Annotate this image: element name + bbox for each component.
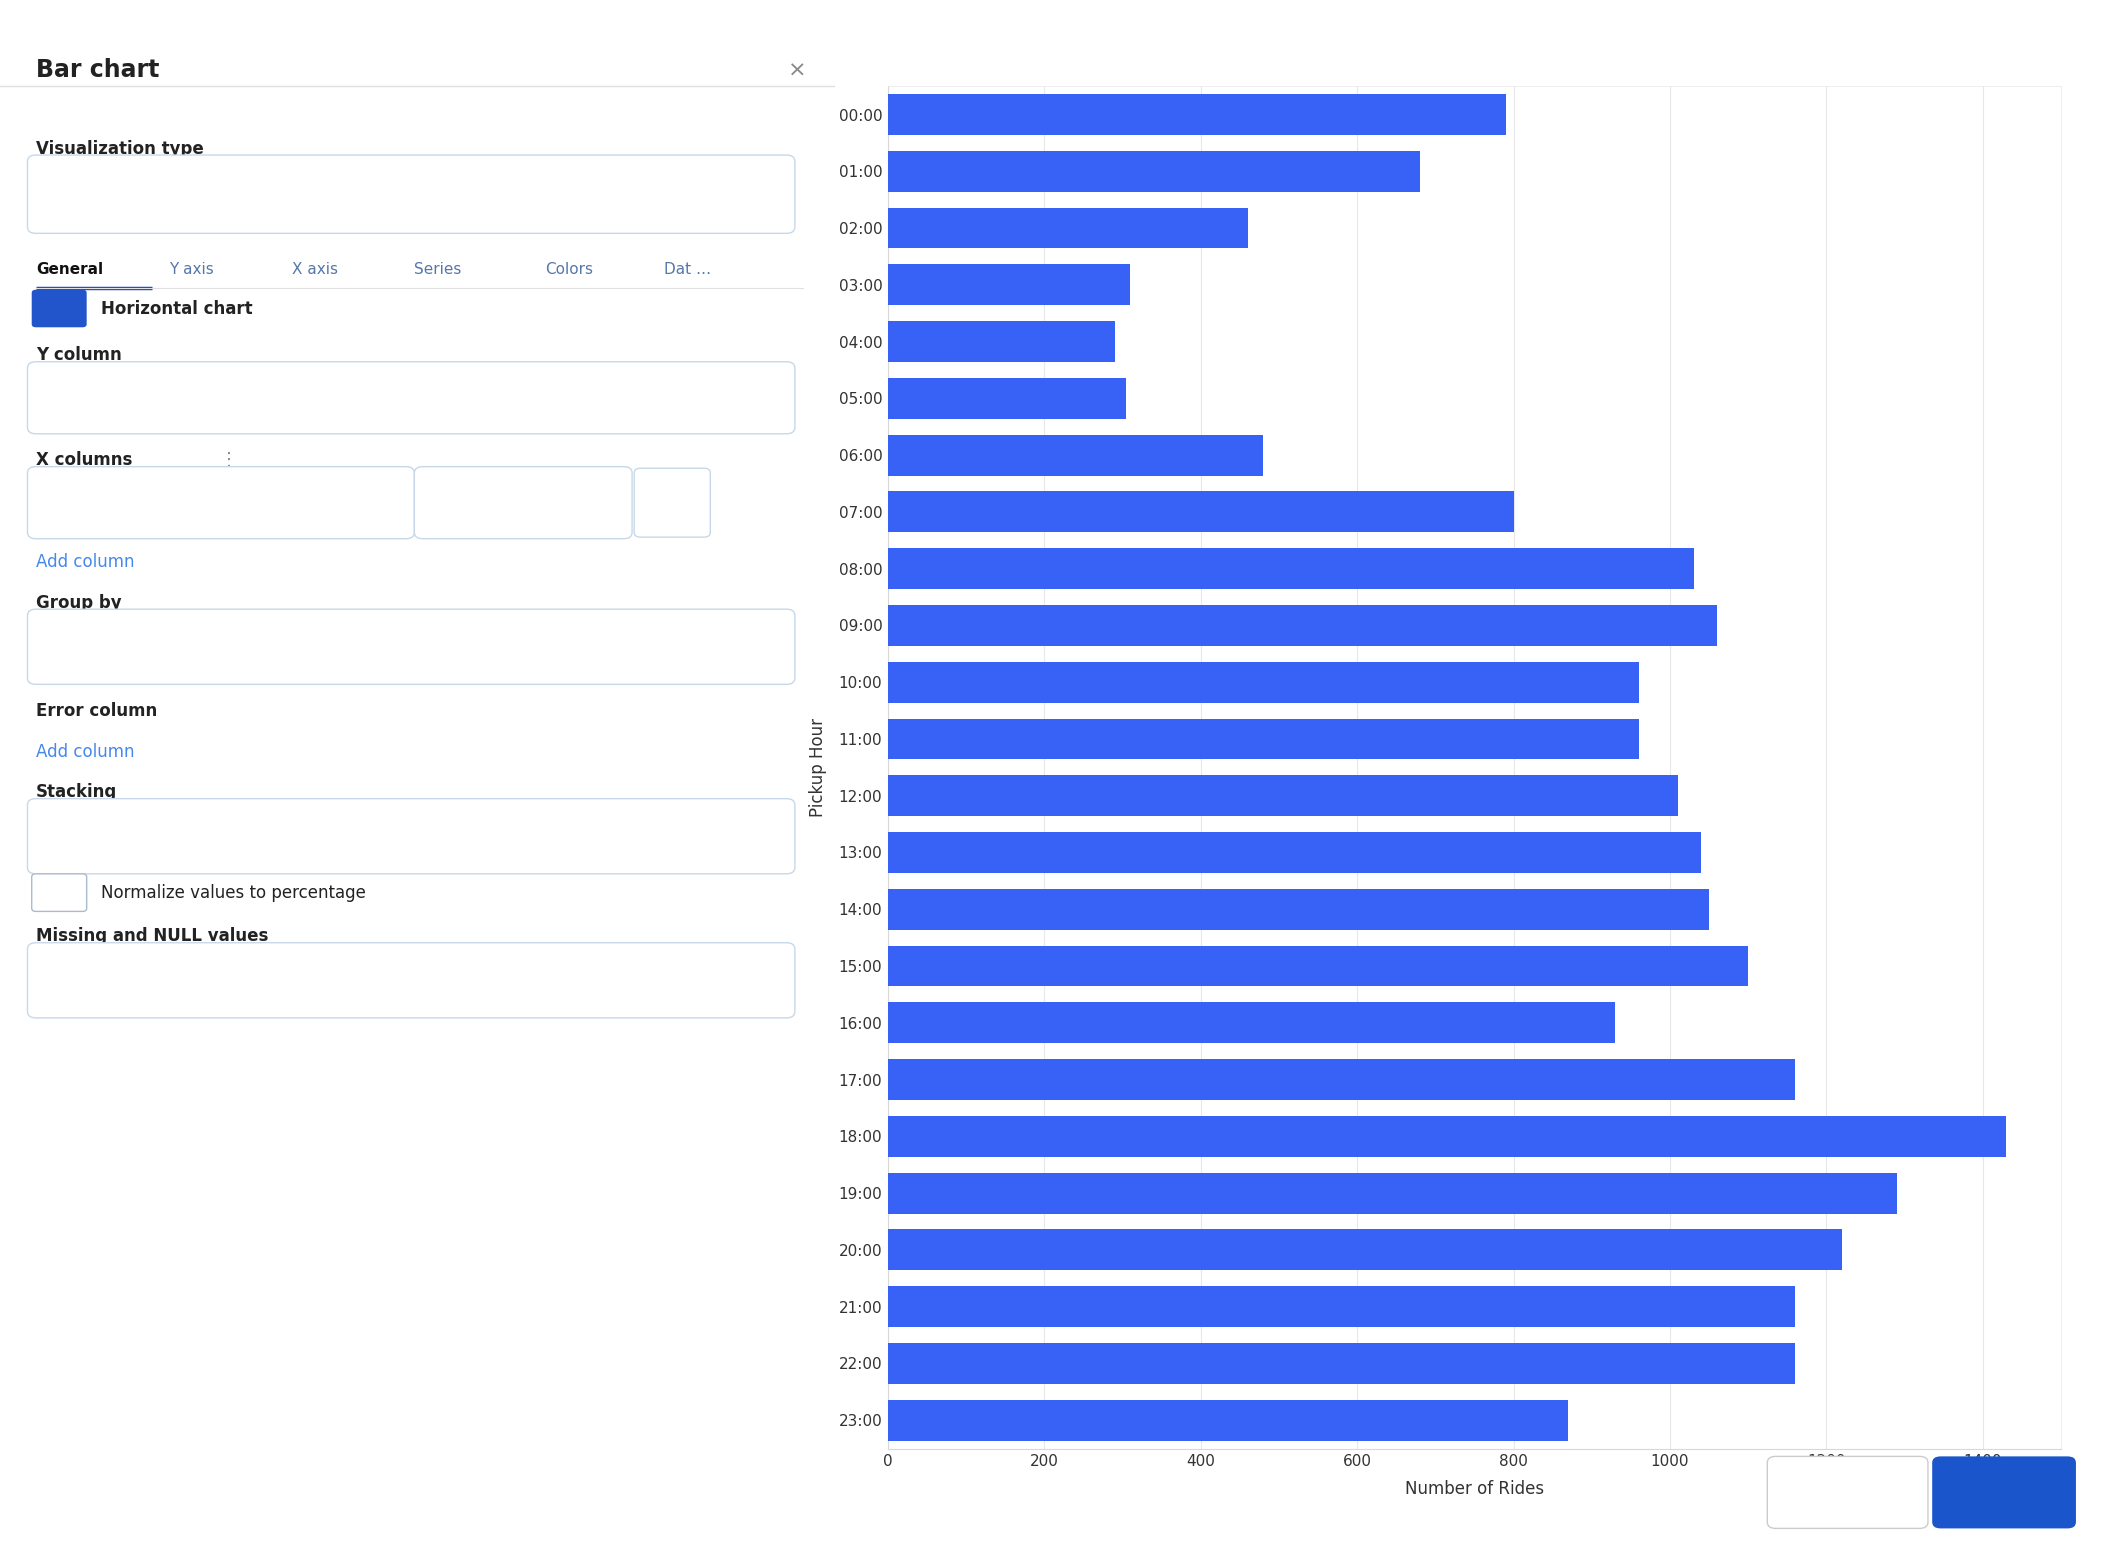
Bar bbox=[888, 775, 1679, 816]
Bar bbox=[888, 1400, 1569, 1441]
Text: X columns: X columns bbox=[36, 451, 133, 470]
Text: ✓: ✓ bbox=[55, 302, 63, 315]
Bar bbox=[888, 321, 1114, 362]
Bar bbox=[888, 435, 1264, 476]
Text: Bar chart: Bar chart bbox=[36, 58, 159, 83]
Y-axis label: Pickup Hour: Pickup Hour bbox=[810, 717, 827, 817]
Bar bbox=[888, 832, 1702, 872]
Text: ∨: ∨ bbox=[755, 186, 767, 202]
Text: Stacking: Stacking bbox=[36, 783, 116, 802]
Bar bbox=[888, 889, 1708, 930]
Text: Visualization type: Visualization type bbox=[36, 139, 203, 158]
Text: Convert to 0 and display in chart: Convert to 0 and display in chart bbox=[74, 972, 326, 988]
X-axis label: Number of Rides: Number of Rides bbox=[1406, 1480, 1543, 1499]
Text: Dat …: Dat … bbox=[664, 262, 710, 277]
Text: Y axis: Y axis bbox=[169, 262, 214, 277]
Text: Save: Save bbox=[1981, 1483, 2027, 1502]
Text: Error column: Error column bbox=[36, 702, 156, 720]
Bar bbox=[888, 1173, 1896, 1214]
Bar bbox=[888, 492, 1514, 532]
Text: Colors: Colors bbox=[545, 262, 594, 277]
Text: Y column: Y column bbox=[36, 346, 123, 365]
Bar bbox=[888, 1286, 1795, 1326]
Text: ∨: ∨ bbox=[755, 639, 767, 655]
Text: Group by: Group by bbox=[36, 594, 123, 612]
Bar bbox=[888, 946, 1748, 987]
Text: ∨: ∨ bbox=[592, 495, 605, 511]
Bar bbox=[888, 604, 1717, 645]
Text: ⋮: ⋮ bbox=[220, 451, 239, 470]
Bar bbox=[888, 208, 1247, 249]
Text: X axis: X axis bbox=[292, 262, 338, 277]
Bar bbox=[888, 719, 1638, 760]
Text: ∨: ∨ bbox=[755, 390, 767, 406]
Text: ∨: ∨ bbox=[755, 972, 767, 988]
Text: General: General bbox=[36, 262, 104, 277]
Bar bbox=[888, 548, 1693, 589]
Bar bbox=[888, 1059, 1795, 1099]
Text: ▐▐▐: ▐▐▐ bbox=[63, 186, 93, 199]
Text: ᴬᴮᶜ  Pickup Hour: ᴬᴮᶜ Pickup Hour bbox=[74, 390, 194, 406]
Text: ×: × bbox=[789, 61, 805, 80]
Bar bbox=[888, 94, 1505, 135]
Bar bbox=[888, 1344, 1795, 1384]
Text: ¹²₃  Number of Rides: ¹²₃ Number of Rides bbox=[74, 495, 239, 511]
Text: Missing and NULL values: Missing and NULL values bbox=[36, 927, 268, 946]
Text: −: − bbox=[664, 493, 681, 512]
Text: Choose column...: Choose column... bbox=[74, 639, 207, 655]
Bar bbox=[888, 377, 1127, 418]
Bar bbox=[888, 1229, 1841, 1270]
Text: Normalize values to percentage: Normalize values to percentage bbox=[101, 883, 366, 902]
Bar bbox=[888, 1117, 2006, 1157]
Text: Add column: Add column bbox=[36, 553, 135, 572]
Bar bbox=[888, 265, 1131, 305]
Text: ∨: ∨ bbox=[755, 828, 767, 844]
Text: Sum: Sum bbox=[461, 495, 495, 511]
Text: Add column: Add column bbox=[36, 742, 135, 761]
Text: Series: Series bbox=[414, 262, 461, 277]
Text: Horizontal chart: Horizontal chart bbox=[101, 299, 254, 318]
Text: Bar: Bar bbox=[74, 186, 120, 202]
Bar bbox=[888, 662, 1638, 703]
Text: Cancel: Cancel bbox=[1820, 1483, 1875, 1502]
Bar bbox=[888, 150, 1421, 191]
Bar bbox=[888, 1002, 1615, 1043]
Text: ∨: ∨ bbox=[374, 495, 387, 511]
